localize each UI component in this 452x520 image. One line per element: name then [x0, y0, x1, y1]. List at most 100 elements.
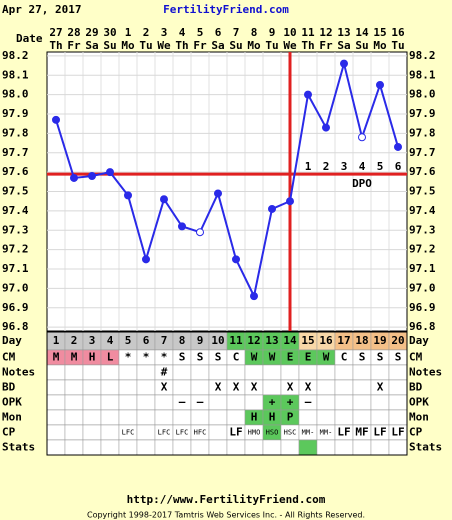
cell-text: 4 — [107, 334, 114, 347]
y-tick-label: 97.5 — [2, 185, 29, 198]
date-tick-label: 28 — [67, 26, 80, 39]
cell — [136, 379, 156, 396]
cell-text: LFC — [158, 429, 171, 437]
cell — [226, 409, 246, 426]
cell-text: C — [233, 351, 240, 364]
cell — [316, 364, 336, 381]
cell-text: * — [143, 351, 150, 364]
footer-url[interactable]: http://www.FertilityFriend.com — [127, 493, 326, 506]
cell — [388, 439, 408, 456]
cell-text: 13 — [265, 334, 278, 347]
cell-text: * — [125, 351, 132, 364]
cell — [64, 409, 84, 426]
cell-text: W — [251, 351, 258, 364]
cell — [370, 364, 390, 381]
date-tick-label: 6 — [215, 26, 222, 39]
cell — [190, 439, 210, 456]
cell — [100, 394, 120, 411]
cell-text: X — [215, 381, 222, 394]
temperature-point — [268, 204, 276, 213]
cell — [388, 379, 408, 396]
y-tick-label-right: 97.5 — [409, 185, 436, 198]
y-tick-label-right: 97.2 — [409, 243, 436, 256]
cell-text: * — [161, 351, 168, 364]
cell — [226, 364, 246, 381]
date-tick-label: 10 — [283, 26, 296, 39]
cell — [172, 409, 192, 426]
cell-text: M — [71, 351, 78, 364]
weekday-label: Th — [301, 39, 314, 52]
cell — [244, 439, 264, 456]
y-tick-label: 97.1 — [2, 262, 29, 275]
cell-text: H — [251, 411, 258, 424]
row-label: OPK — [2, 396, 22, 409]
dpo-label: DPO — [352, 177, 372, 190]
y-tick-label-right: 97.4 — [409, 204, 436, 217]
y-tick-label: 97.0 — [2, 281, 29, 294]
cell-text: P — [287, 411, 294, 424]
date-tick-label: 1 — [125, 26, 132, 39]
row-label-right: OPK — [409, 396, 429, 409]
weekday-label: Su — [229, 39, 242, 52]
cell-text: 3 — [89, 334, 96, 347]
cell-text: LF — [391, 426, 404, 439]
cell-text: 15 — [301, 334, 314, 347]
cell — [298, 409, 318, 426]
cell — [100, 439, 120, 456]
y-tick-label: 97.4 — [2, 204, 29, 217]
cell — [154, 409, 174, 426]
cell — [190, 409, 210, 426]
cell-text: W — [323, 351, 330, 364]
y-tick-label: 97.9 — [2, 107, 29, 120]
cell — [46, 424, 66, 441]
weekday-label: Th — [49, 39, 62, 52]
weekday-label: Su — [103, 39, 116, 52]
y-tick-label-right: 97.1 — [409, 262, 436, 275]
row-label-right: CP — [409, 426, 423, 439]
cell — [388, 409, 408, 426]
cell — [46, 394, 66, 411]
cell — [46, 379, 66, 396]
cell-text: S — [377, 351, 384, 364]
cell — [82, 439, 102, 456]
date-tick-label: 29 — [85, 26, 98, 39]
cell — [82, 364, 102, 381]
y-tick-label-right: 98.1 — [409, 68, 436, 81]
cell-text: 19 — [373, 334, 386, 347]
cell — [118, 364, 138, 381]
weekday-label: Fr — [67, 39, 81, 52]
cell — [136, 364, 156, 381]
dpo-number: 6 — [395, 160, 402, 173]
weekday-label: Mo — [247, 39, 261, 52]
y-tick-label: 98.2 — [2, 49, 29, 62]
cell — [244, 394, 264, 411]
cell-text: S — [395, 351, 402, 364]
cell-text: E — [287, 351, 294, 364]
cell — [46, 409, 66, 426]
date-tick-label: 14 — [355, 26, 369, 39]
date-tick-label: 15 — [373, 26, 386, 39]
cell-text: HSO — [266, 429, 279, 437]
date-label: Date — [16, 32, 43, 45]
cell — [208, 394, 228, 411]
site-title[interactable]: FertilityFriend.com — [163, 3, 289, 16]
cell — [370, 439, 390, 456]
cell-text: X — [287, 381, 294, 394]
cell-text: 14 — [283, 334, 297, 347]
cell-text: 10 — [211, 334, 224, 347]
temperature-point — [178, 222, 186, 231]
weekday-label: Th — [175, 39, 188, 52]
cell — [334, 364, 354, 381]
cell — [388, 364, 408, 381]
cell-text: LFC — [176, 429, 189, 437]
cell — [262, 379, 282, 396]
temperature-point — [322, 123, 330, 132]
y-tick-label: 97.3 — [2, 223, 29, 236]
cell — [136, 394, 156, 411]
temperature-point — [304, 90, 312, 99]
temperature-point — [250, 292, 258, 301]
row-label: Mon — [2, 411, 22, 424]
date-tick-label: 4 — [179, 26, 186, 39]
cell — [118, 394, 138, 411]
